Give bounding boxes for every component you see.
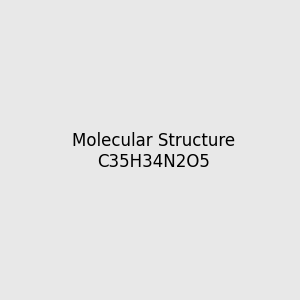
Text: Molecular Structure
C35H34N2O5: Molecular Structure C35H34N2O5 — [72, 132, 235, 171]
